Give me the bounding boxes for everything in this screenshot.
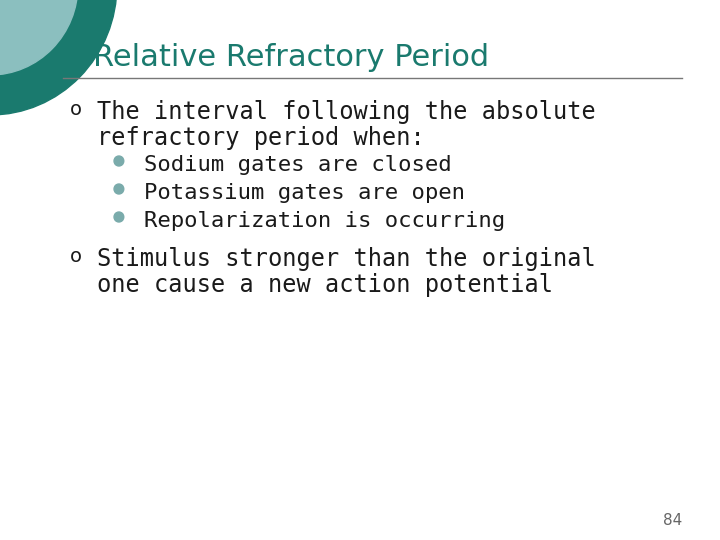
Text: The interval following the absolute: The interval following the absolute [97,100,596,124]
Text: Potassium gates are open: Potassium gates are open [144,183,465,203]
Circle shape [114,212,124,222]
Text: refractory period when:: refractory period when: [97,126,426,150]
Text: Stimulus stronger than the original: Stimulus stronger than the original [97,247,596,271]
Text: o: o [70,247,82,266]
Circle shape [114,184,124,194]
Text: Sodium gates are closed: Sodium gates are closed [144,155,452,175]
Text: Relative Refractory Period: Relative Refractory Period [93,43,489,72]
Text: one cause a new action potential: one cause a new action potential [97,273,554,297]
Circle shape [114,156,124,166]
Circle shape [0,0,78,75]
Circle shape [0,0,117,115]
Text: Repolarization is occurring: Repolarization is occurring [144,211,505,231]
Text: o: o [70,100,82,119]
Text: 84: 84 [663,513,683,528]
